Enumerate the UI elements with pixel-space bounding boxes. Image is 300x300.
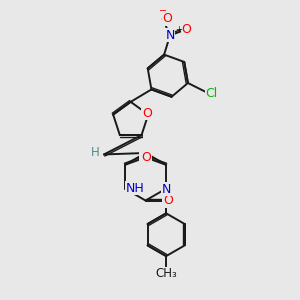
Text: O: O	[162, 13, 172, 26]
Text: CH₃: CH₃	[155, 267, 177, 280]
Text: O: O	[141, 151, 151, 164]
Text: −: −	[159, 6, 167, 16]
Text: O: O	[140, 151, 150, 164]
Text: O: O	[182, 23, 191, 36]
Text: N: N	[165, 29, 175, 42]
Text: H: H	[91, 146, 100, 160]
Text: N: N	[162, 183, 171, 196]
Text: Cl: Cl	[206, 87, 218, 100]
Text: O: O	[163, 194, 173, 207]
Text: +: +	[175, 26, 182, 34]
Text: NH: NH	[126, 182, 145, 194]
Text: O: O	[142, 106, 152, 120]
